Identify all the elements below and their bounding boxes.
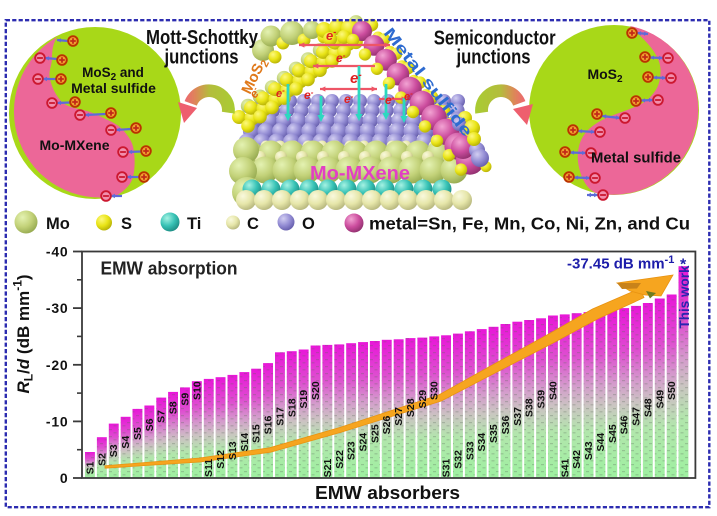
svg-text:S31: S31 xyxy=(441,459,453,478)
svg-text:S16: S16 xyxy=(263,416,275,435)
svg-text:-37.45 dB mm-1: -37.45 dB mm-1 xyxy=(567,254,674,273)
svg-text:O: O xyxy=(302,215,315,233)
svg-text:S23: S23 xyxy=(346,441,358,460)
svg-text:S5: S5 xyxy=(132,427,144,440)
svg-text:S32: S32 xyxy=(453,450,465,469)
svg-text:S46: S46 xyxy=(619,416,631,435)
svg-text:-20: -20 xyxy=(46,357,69,373)
svg-text:e-: e- xyxy=(336,51,346,65)
svg-text:junctions: junctions xyxy=(164,47,239,69)
svg-text:-40: -40 xyxy=(46,244,69,260)
svg-text:C: C xyxy=(247,215,259,233)
svg-text:S36: S36 xyxy=(500,416,512,435)
svg-text:S33: S33 xyxy=(464,441,476,460)
svg-text:S17: S17 xyxy=(274,407,286,426)
svg-text:S18: S18 xyxy=(286,398,298,417)
svg-text:Mo: Mo xyxy=(46,215,70,233)
svg-text:e-: e- xyxy=(276,86,285,100)
svg-text:Mo-MXene: Mo-MXene xyxy=(310,164,410,185)
svg-text:S12: S12 xyxy=(215,450,227,469)
svg-text:Ti: Ti xyxy=(187,215,201,233)
svg-text:S42: S42 xyxy=(571,450,583,469)
svg-text:EMW absorbers: EMW absorbers xyxy=(315,483,460,503)
svg-text:-30: -30 xyxy=(46,300,69,316)
svg-text:S1: S1 xyxy=(85,461,97,474)
svg-text:S50: S50 xyxy=(666,381,678,400)
svg-text:-10: -10 xyxy=(46,413,69,429)
svg-text:S8: S8 xyxy=(168,401,180,414)
svg-text:S7: S7 xyxy=(156,410,168,423)
svg-text:S9: S9 xyxy=(180,393,192,406)
svg-text:e-: e- xyxy=(344,92,354,106)
svg-text:S19: S19 xyxy=(298,390,310,409)
svg-text:Mott-Schottky: Mott-Schottky xyxy=(146,27,259,49)
svg-text:e-: e- xyxy=(404,89,413,103)
svg-text:0: 0 xyxy=(60,470,69,486)
svg-text:e-: e- xyxy=(304,88,314,102)
svg-text:S38: S38 xyxy=(524,398,536,417)
svg-text:S41: S41 xyxy=(559,459,571,478)
svg-text:e-: e- xyxy=(326,27,336,43)
svg-text:S3: S3 xyxy=(108,444,120,457)
svg-text:S27: S27 xyxy=(393,407,405,426)
svg-text:S34: S34 xyxy=(476,433,488,452)
svg-text:S13: S13 xyxy=(227,441,239,460)
svg-text:S43: S43 xyxy=(583,441,595,460)
svg-text:metal=Sn, Fe, Mn, Co, Ni, Zn,: metal=Sn, Fe, Mn, Co, Ni, Zn, and Cu xyxy=(369,214,690,234)
svg-text:S29: S29 xyxy=(417,390,429,409)
svg-text:S35: S35 xyxy=(488,424,500,443)
svg-text:S47: S47 xyxy=(631,407,643,426)
svg-text:S25: S25 xyxy=(369,424,381,443)
svg-text:MoS2: MoS2 xyxy=(587,66,623,85)
svg-text:*: * xyxy=(680,257,687,274)
svg-text:S30: S30 xyxy=(429,381,441,400)
svg-text:S39: S39 xyxy=(536,390,548,409)
svg-text:S37: S37 xyxy=(512,407,524,426)
svg-text:S26: S26 xyxy=(381,416,393,435)
svg-text:S45: S45 xyxy=(607,424,619,443)
svg-text:S48: S48 xyxy=(642,398,654,417)
svg-text:S49: S49 xyxy=(654,390,666,409)
svg-text:S14: S14 xyxy=(239,433,251,452)
svg-text:S21: S21 xyxy=(322,459,334,478)
svg-text:S22: S22 xyxy=(334,450,346,469)
svg-text:junctions: junctions xyxy=(456,47,531,69)
svg-text:Mo-MXene: Mo-MXene xyxy=(40,137,110,153)
svg-text:Metal sulfide: Metal sulfide xyxy=(591,151,681,167)
svg-text:S28: S28 xyxy=(405,398,417,417)
svg-text:Semiconductor: Semiconductor xyxy=(434,28,556,50)
svg-text:S40: S40 xyxy=(547,381,559,400)
svg-text:RL/d (dB mm-1): RL/d (dB mm-1) xyxy=(11,274,36,393)
svg-text:e-: e- xyxy=(385,93,395,107)
svg-text:S4: S4 xyxy=(120,436,132,449)
svg-text:S2: S2 xyxy=(96,453,108,466)
svg-text:MoS2 and: MoS2 and xyxy=(82,65,144,83)
svg-text:S20: S20 xyxy=(310,381,322,400)
svg-text:This work: This work xyxy=(677,265,692,329)
svg-text:S15: S15 xyxy=(251,424,263,443)
svg-text:Metal sulfide: Metal sulfide xyxy=(71,80,156,96)
svg-text:S11: S11 xyxy=(203,459,215,477)
svg-text:S24: S24 xyxy=(358,433,370,452)
svg-text:S: S xyxy=(121,215,132,233)
svg-text:S44: S44 xyxy=(595,433,607,452)
svg-text:EMW absorption: EMW absorption xyxy=(101,259,238,279)
svg-text:S6: S6 xyxy=(144,418,156,431)
svg-text:S10: S10 xyxy=(191,381,203,400)
